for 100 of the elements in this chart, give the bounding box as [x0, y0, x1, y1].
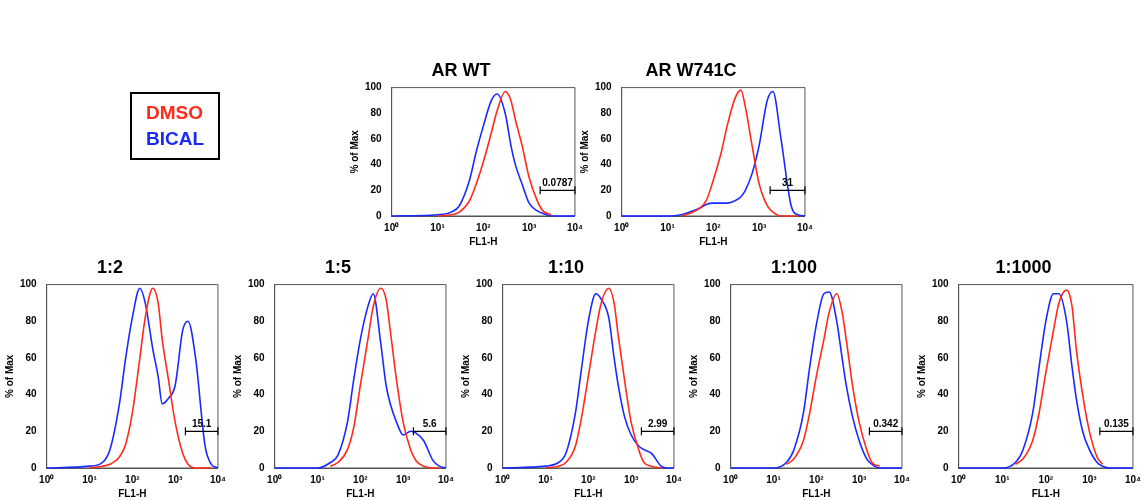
y-tick-label: 20: [481, 425, 494, 437]
x-tick-label: 10³: [623, 473, 640, 485]
x-axis-title: FL1-H: [469, 235, 498, 247]
y-tick-label: 60: [25, 351, 38, 363]
chart-title: 1:5: [324, 256, 352, 277]
x-tick-label: 10⁰: [39, 473, 55, 485]
y-axis-title: % of Max: [915, 354, 927, 398]
y-tick-label: 0: [31, 461, 38, 473]
y-tick-label: 0: [606, 209, 613, 221]
annotation: 2.99: [647, 418, 668, 430]
y-tick-label: 80: [709, 315, 722, 327]
y-tick-label: 80: [937, 315, 950, 327]
y-tick-label: 100: [248, 278, 266, 290]
y-tick-label: 100: [365, 81, 383, 93]
y-tick-label: 20: [600, 184, 613, 196]
x-tick-label: 10³: [521, 221, 538, 233]
chart-title: AR W741C: [645, 59, 737, 80]
x-axis-title: FL1-H: [1031, 487, 1060, 499]
annotation: 5.6: [422, 418, 438, 430]
y-tick-label: 20: [25, 425, 38, 437]
y-axis-title: % of Max: [231, 354, 243, 398]
x-tick-label: 10³: [395, 473, 412, 485]
x-tick-label: 10¹: [995, 473, 1011, 485]
x-tick-label: 10⁰: [723, 473, 739, 485]
x-tick-label: 10²: [1038, 473, 1054, 485]
x-tick-label: 10¹: [538, 473, 554, 485]
y-tick-label: 60: [481, 351, 494, 363]
y-tick-label: 40: [25, 388, 38, 400]
x-axis-title: FL1-H: [118, 487, 147, 499]
y-tick-label: 100: [476, 278, 494, 290]
x-axis-title: FL1-H: [574, 487, 603, 499]
y-tick-label: 0: [487, 461, 494, 473]
y-tick-label: 80: [253, 315, 266, 327]
chart-title: 1:100: [770, 256, 818, 277]
annotation: 0.342: [873, 418, 899, 430]
x-tick-label: 10²: [125, 473, 141, 485]
y-tick-label: 100: [932, 278, 950, 290]
y-tick-label: 80: [370, 107, 383, 119]
x-tick-label: 10⁴: [437, 473, 455, 485]
y-tick-label: 0: [715, 461, 722, 473]
y-tick-label: 40: [709, 388, 722, 400]
x-tick-label: 10⁴: [796, 221, 814, 233]
x-tick-label: 10²: [706, 221, 722, 233]
chart-title: 1:2: [96, 256, 124, 277]
y-tick-label: 60: [253, 351, 266, 363]
x-tick-label: 10⁴: [566, 221, 584, 233]
y-tick-label: 20: [937, 425, 950, 437]
x-tick-label: 10⁰: [384, 221, 400, 233]
x-tick-label: 10⁰: [495, 473, 511, 485]
y-tick-label: 20: [709, 425, 722, 437]
y-tick-label: 100: [20, 278, 38, 290]
x-tick-label: 10³: [1082, 473, 1098, 485]
y-tick-label: 60: [600, 132, 613, 144]
x-tick-label: 10²: [581, 473, 597, 485]
y-axis-title: % of Max: [687, 354, 699, 398]
y-tick-label: 60: [370, 132, 383, 144]
y-tick-label: 60: [709, 351, 722, 363]
x-tick-label: 10⁰: [267, 473, 283, 485]
x-tick-label: 10¹: [82, 473, 98, 485]
y-tick-label: 0: [943, 461, 950, 473]
chart-title: 1:10: [547, 256, 585, 277]
y-tick-label: 40: [481, 388, 494, 400]
y-tick-label: 60: [937, 351, 950, 363]
x-tick-label: 10¹: [430, 221, 446, 233]
x-tick-label: 10⁴: [1124, 473, 1142, 485]
x-tick-label: 10¹: [660, 221, 676, 233]
x-tick-label: 10³: [167, 473, 184, 485]
y-tick-label: 100: [595, 81, 613, 93]
x-tick-label: 10²: [809, 473, 825, 485]
x-tick-label: 10³: [751, 221, 768, 233]
y-tick-label: 0: [376, 209, 383, 221]
y-tick-label: 40: [253, 388, 266, 400]
x-tick-label: 10³: [851, 473, 868, 485]
y-tick-label: 40: [600, 158, 613, 170]
y-tick-label: 40: [937, 388, 950, 400]
y-tick-label: 80: [600, 107, 613, 119]
x-tick-label: 10⁴: [893, 473, 911, 485]
annotation: 0.0787: [542, 177, 574, 189]
x-axis-title: FL1-H: [699, 235, 728, 247]
y-axis-title: % of Max: [459, 354, 471, 398]
y-tick-label: 20: [253, 425, 266, 437]
x-tick-label: 10⁴: [209, 473, 227, 485]
x-axis-title: FL1-H: [802, 487, 831, 499]
x-tick-label: 10²: [476, 221, 492, 233]
x-axis-title: FL1-H: [346, 487, 375, 499]
y-axis-title: % of Max: [3, 354, 15, 398]
x-tick-label: 10⁴: [665, 473, 683, 485]
y-tick-label: 80: [25, 315, 38, 327]
text: DMSO: [146, 101, 204, 125]
y-tick-label: 20: [370, 184, 383, 196]
y-axis-title: % of Max: [578, 129, 590, 174]
y-tick-label: 0: [259, 461, 266, 473]
x-tick-label: 10²: [353, 473, 369, 485]
y-axis-title: % of Max: [348, 129, 360, 174]
x-tick-label: 10¹: [766, 473, 782, 485]
x-tick-label: 10⁰: [614, 221, 630, 233]
y-tick-label: 40: [370, 158, 383, 170]
chart-title: 1:1000: [995, 256, 1052, 277]
y-tick-label: 80: [481, 315, 494, 327]
chart-title: AR WT: [431, 59, 491, 80]
